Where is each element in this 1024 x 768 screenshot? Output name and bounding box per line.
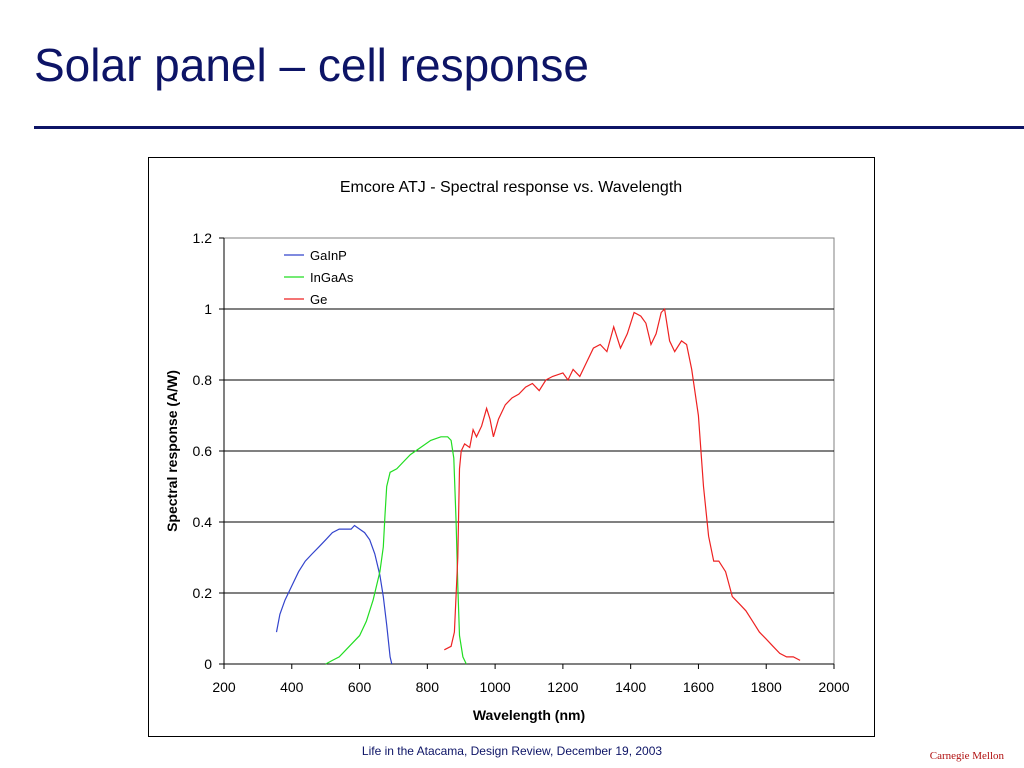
x-tick-label: 1000	[480, 679, 511, 695]
chart-frame: Emcore ATJ - Spectral response vs. Wavel…	[148, 157, 875, 737]
y-tick-label: 1	[204, 301, 212, 317]
x-tick-label: 400	[280, 679, 304, 695]
y-axis-label: Spectral response (A/W)	[164, 370, 180, 532]
spectral-response-chart: Emcore ATJ - Spectral response vs. Wavel…	[164, 179, 850, 723]
y-tick-label: 1.2	[193, 230, 213, 246]
series-line-gainp	[275, 524, 393, 665]
slide-title: Solar panel – cell response	[34, 39, 589, 91]
legend-label-gainp: GaInP	[310, 248, 347, 263]
x-tick-label: 200	[212, 679, 236, 695]
title-divider	[34, 126, 1024, 129]
series-line-ge	[444, 307, 801, 661]
y-tick-label: 0.4	[193, 514, 213, 530]
footer-text: Life in the Atacama, Design Review, Dece…	[361, 744, 663, 758]
y-tick-label: 0.8	[193, 372, 213, 388]
brand-logo-text: Carnegie Mellon	[929, 750, 1004, 762]
x-tick-label: 1800	[751, 679, 782, 695]
y-tick-label: 0	[204, 656, 212, 672]
series-line-ingaas	[325, 436, 467, 665]
x-tick-label: 600	[348, 679, 372, 695]
x-axis-label: Wavelength (nm)	[473, 707, 585, 723]
y-tick-label: 0.6	[193, 443, 213, 459]
chart-title: Emcore ATJ - Spectral response vs. Wavel…	[340, 179, 682, 196]
x-tick-label: 1400	[615, 679, 646, 695]
x-tick-label: 2000	[818, 679, 849, 695]
legend-label-ge: Ge	[310, 292, 327, 307]
y-tick-label: 0.2	[193, 585, 213, 601]
legend-label-ingaas: InGaAs	[310, 270, 354, 285]
x-tick-label: 1200	[547, 679, 578, 695]
x-tick-label: 800	[416, 679, 440, 695]
x-tick-label: 1600	[683, 679, 714, 695]
